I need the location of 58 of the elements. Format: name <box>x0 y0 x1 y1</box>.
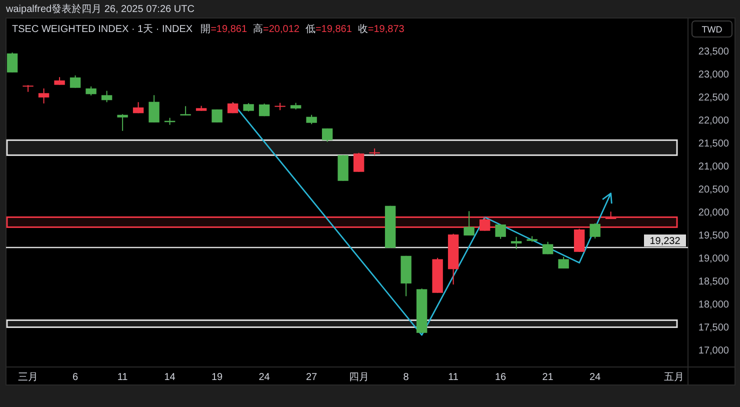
candlestick <box>574 228 585 252</box>
x-tick-label: 14 <box>164 372 176 383</box>
candlestick <box>212 108 222 123</box>
y-tick-label: 21,500 <box>698 138 730 150</box>
candlestick <box>510 236 522 250</box>
candlestick <box>258 103 270 117</box>
x-tick-label: 27 <box>306 372 318 383</box>
candlestick <box>558 256 569 269</box>
candlestick <box>495 224 506 240</box>
candlestick <box>117 114 128 132</box>
x-tick-label: 6 <box>72 372 79 383</box>
y-tick-label: 18,000 <box>698 300 730 311</box>
x-tick-label: 21 <box>542 372 554 383</box>
y-tick-label: 21,000 <box>698 162 730 173</box>
x-tick-label: 16 <box>495 372 507 383</box>
x-tick-label: 四月 <box>348 372 369 383</box>
candlestick <box>101 90 112 103</box>
candlestick <box>148 94 160 123</box>
y-tick-label: 22,500 <box>698 92 730 104</box>
ref-line-label: 19,232 <box>650 236 681 247</box>
candlestick <box>38 88 50 104</box>
y-tick-label: 23,000 <box>698 70 730 81</box>
candlestick <box>322 128 333 142</box>
candlestick <box>353 152 364 172</box>
y-tick-label: 18,500 <box>698 276 730 288</box>
x-tick-label: 三月 <box>18 372 38 383</box>
y-tick-label: 20,500 <box>698 184 730 196</box>
candlestick <box>70 74 81 88</box>
y-tick-label: 23,500 <box>698 46 730 58</box>
x-tick-label: 19 <box>211 372 224 383</box>
chart-subtitle: waipalfred發表於四月 26, 2025 07:26 UTC <box>5 3 194 15</box>
x-tick-label: 11 <box>448 372 459 383</box>
x-tick-label: 11 <box>117 372 128 383</box>
annotation: 低=19,861 <box>305 24 352 35</box>
x-tick-label: 24 <box>258 372 270 383</box>
y-tick-label: 22,000 <box>698 116 730 127</box>
annotation: 收=19,873 <box>358 24 405 35</box>
annotation: 高=20,012 <box>253 23 300 35</box>
y-tick-label: 17,000 <box>698 346 730 357</box>
text: TWD <box>702 24 723 34</box>
y-tick-label: 17,500 <box>698 322 730 334</box>
candlestick <box>590 222 600 239</box>
y-tick-label: 19,500 <box>698 230 730 242</box>
text: TSEC WEIGHTED INDEX · 1天 · INDEX <box>12 24 193 35</box>
candlestick <box>6 52 18 73</box>
candlestick <box>464 210 474 236</box>
candlestick <box>542 241 554 255</box>
x-tick-label: 8 <box>403 372 410 383</box>
annotation: 開=19,861 <box>200 24 248 35</box>
x-tick-label: 24 <box>590 372 602 383</box>
x-tick-label: 五月 <box>664 372 684 383</box>
candlestick <box>605 211 616 220</box>
candlestick <box>479 216 490 232</box>
candlestick <box>180 106 191 116</box>
candlestick <box>306 114 317 125</box>
y-tick-label: 19,000 <box>698 254 730 265</box>
candlestick <box>86 86 96 96</box>
y-tick-label: 20,000 <box>698 208 730 219</box>
